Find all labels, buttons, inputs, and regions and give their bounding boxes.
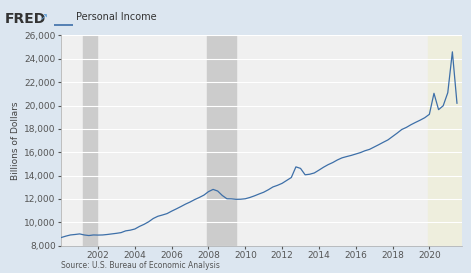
Bar (428, 35, 462, 246)
Text: Source: U.S. Bureau of Economic Analysis: Source: U.S. Bureau of Economic Analysis (61, 261, 220, 270)
Text: FRED: FRED (5, 12, 46, 26)
Text: Personal Income: Personal Income (76, 12, 157, 22)
Text: ↗: ↗ (40, 12, 48, 22)
Y-axis label: Billions of Dollars: Billions of Dollars (11, 101, 20, 180)
Bar (83, 35, 97, 246)
Bar (207, 35, 236, 246)
